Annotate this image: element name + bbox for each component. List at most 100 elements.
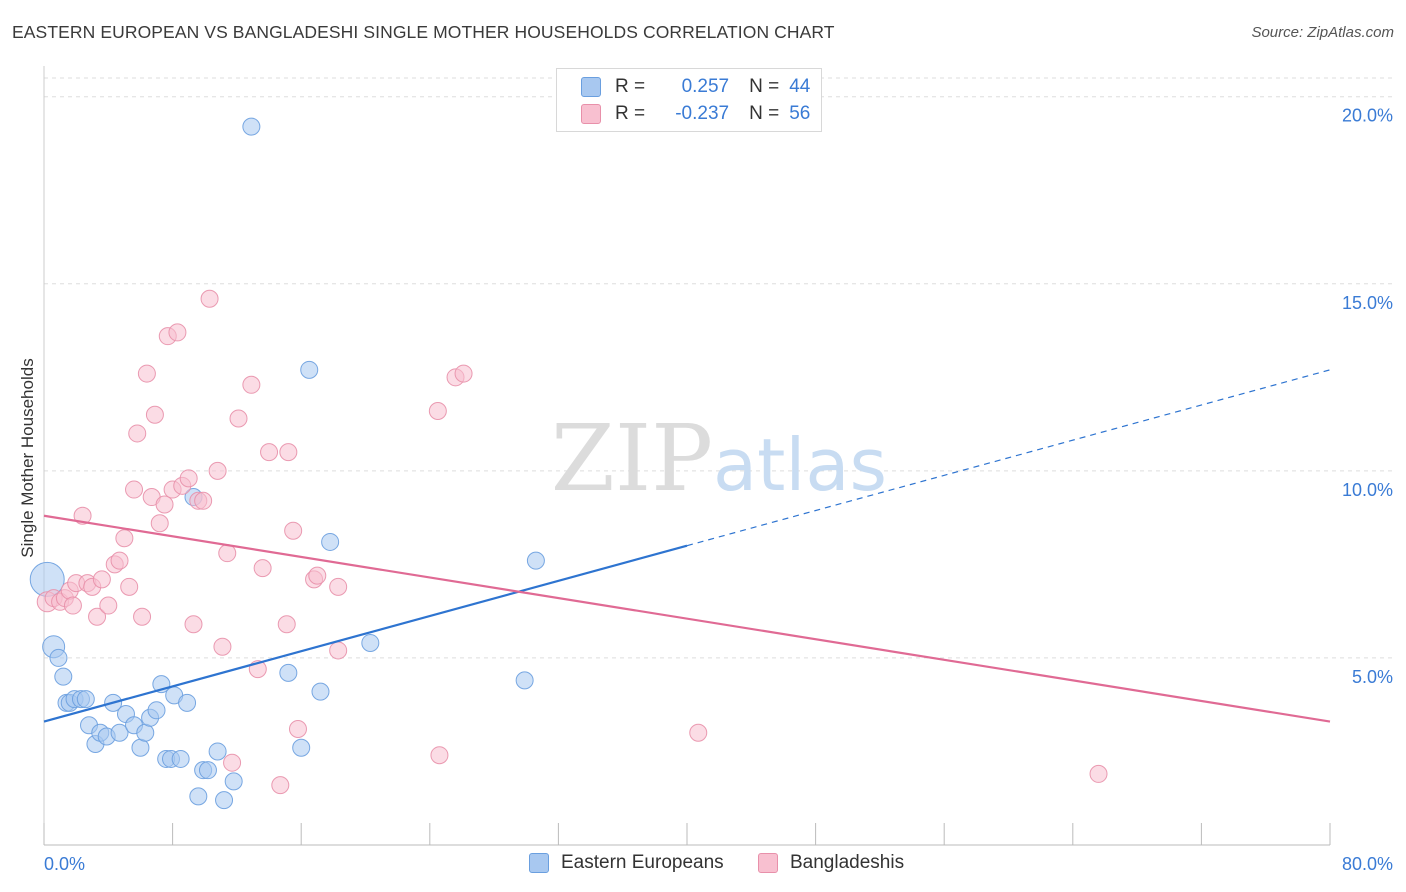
legend-n-value: 44 <box>789 76 811 97</box>
watermark-zip: ZIP <box>551 405 713 512</box>
point-eastern-european <box>136 723 155 742</box>
point-eastern-european <box>110 723 129 742</box>
point-eastern-european <box>224 772 243 791</box>
legend-n-value: 56 <box>789 103 811 124</box>
legend-r-label: R = <box>615 103 646 124</box>
point-bangladeshi <box>63 596 82 615</box>
point-bangladeshi <box>329 641 348 660</box>
y-axis-label: Single Mother Households <box>18 358 37 558</box>
point-bangladeshi <box>110 551 129 570</box>
point-bangladeshi <box>288 720 307 739</box>
point-bangladeshi <box>1089 764 1108 783</box>
point-bangladeshi <box>223 753 242 772</box>
point-bangladeshi <box>99 596 118 615</box>
point-bangladeshi <box>115 529 134 548</box>
point-bangladeshi <box>213 637 232 656</box>
series-legend: Eastern Europeans Bangladeshis <box>0 852 1406 876</box>
point-bangladeshi <box>92 570 111 589</box>
y-tick-label: 20.0% <box>1342 106 1393 126</box>
legend-row-bangladeshis: R = -0.237 N = 56 <box>581 102 810 126</box>
point-eastern-european <box>76 690 95 709</box>
point-bangladeshi <box>128 424 147 443</box>
point-bangladeshi <box>179 469 198 488</box>
point-bangladeshi <box>279 443 298 462</box>
point-bangladeshi <box>253 559 272 578</box>
point-bangladeshi <box>208 461 227 480</box>
point-eastern-european <box>198 761 217 780</box>
point-bangladeshi <box>277 615 296 634</box>
point-bangladeshi <box>200 289 219 308</box>
point-bangladeshi <box>284 521 303 540</box>
point-eastern-european <box>147 701 166 720</box>
point-bangladeshi <box>689 723 708 742</box>
chart-title: EASTERN EUROPEAN VS BANGLADESHI SINGLE M… <box>12 22 835 42</box>
watermark: ZIP atlas <box>551 405 887 512</box>
legend-swatch-blue <box>581 77 601 97</box>
point-bangladeshi <box>73 506 92 525</box>
point-bangladeshi <box>229 409 248 428</box>
series-legend-bangladeshis[interactable]: Bangladeshis <box>758 852 904 874</box>
point-bangladeshi <box>260 443 279 462</box>
y-tick-label: 15.0% <box>1342 293 1393 313</box>
legend-r-label: R = <box>615 76 646 97</box>
x-tick-label: 80.0% <box>1342 854 1393 874</box>
point-eastern-european <box>49 648 68 667</box>
point-eastern-european <box>279 663 298 682</box>
point-eastern-european <box>208 742 227 761</box>
point-bangladeshi <box>271 776 290 795</box>
data-points <box>29 117 1108 810</box>
y-tick-label: 5.0% <box>1352 667 1393 687</box>
point-bangladeshi <box>242 375 261 394</box>
source-label: Source: ZipAtlas.com <box>1251 24 1394 41</box>
point-eastern-european <box>321 532 340 551</box>
series-legend-label: Bangladeshis <box>790 852 905 873</box>
axes <box>43 66 1331 846</box>
legend-n-label: N = <box>749 103 780 124</box>
legend-swatch-blue <box>529 853 549 873</box>
point-bangladeshi <box>133 607 152 626</box>
point-bangladeshi <box>168 323 187 342</box>
grid-lines <box>44 77 1392 659</box>
point-bangladeshi <box>137 364 156 383</box>
trend-line-eastern-europeans <box>43 544 688 723</box>
point-eastern-european <box>292 738 311 757</box>
point-bangladeshi <box>145 405 164 424</box>
legend-row-eastern-europeans: R = 0.257 N = 44 <box>581 75 810 99</box>
legend-swatch-pink <box>758 853 778 873</box>
point-bangladeshi <box>120 577 139 596</box>
point-eastern-european <box>526 551 545 570</box>
correlation-legend: R = 0.257 N = 44 R = -0.237 N = 56 <box>556 68 822 132</box>
legend-r-value: 0.257 <box>681 76 730 97</box>
point-eastern-european <box>515 671 534 690</box>
point-eastern-european <box>131 738 150 757</box>
point-eastern-european <box>361 633 380 652</box>
point-bangladeshi <box>150 514 169 533</box>
legend-n-label: N = <box>749 76 780 97</box>
point-eastern-european <box>189 787 208 806</box>
trend-line-eastern-europeans-extension <box>686 369 1331 547</box>
point-eastern-european <box>300 360 319 379</box>
point-eastern-european <box>54 667 73 686</box>
point-eastern-european <box>242 117 261 136</box>
point-bangladeshi <box>329 577 348 596</box>
y-tick-label: 10.0% <box>1342 480 1393 500</box>
point-bangladeshi <box>308 566 327 585</box>
x-tick-label: 0.0% <box>44 854 85 874</box>
point-bangladeshi <box>155 495 174 514</box>
point-eastern-european <box>171 749 190 768</box>
point-bangladeshi <box>184 615 203 634</box>
point-bangladeshi <box>88 607 107 626</box>
point-bangladeshi <box>454 364 473 383</box>
watermark-atlas: atlas <box>713 423 887 507</box>
legend-r-value: -0.237 <box>675 103 730 124</box>
point-bangladeshi <box>218 544 237 563</box>
point-bangladeshi <box>125 480 144 499</box>
series-legend-label: Eastern Europeans <box>561 852 724 873</box>
legend-swatch-pink <box>581 104 601 124</box>
series-legend-eastern-europeans[interactable]: Eastern Europeans <box>529 852 724 874</box>
point-eastern-european <box>178 693 197 712</box>
point-bangladeshi <box>194 491 213 510</box>
point-eastern-european <box>215 791 234 810</box>
point-bangladeshi <box>428 401 447 420</box>
